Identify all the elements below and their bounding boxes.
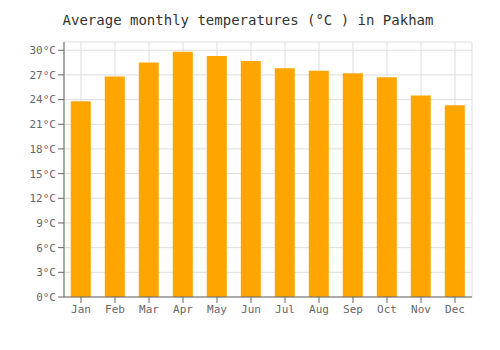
svg-text:21°C: 21°C: [30, 118, 57, 131]
svg-text:Dec: Dec: [445, 303, 465, 316]
svg-text:Jul: Jul: [275, 303, 295, 316]
svg-text:Jan: Jan: [71, 303, 91, 316]
svg-text:Mar: Mar: [139, 303, 159, 316]
svg-text:9°C: 9°C: [36, 217, 56, 230]
svg-text:Aug: Aug: [309, 303, 329, 316]
html-text:Average monthly temperatures (: Average monthly temperatures (°C ) in Pa…: [62, 12, 434, 28]
svg-text:0°C: 0°C: [36, 291, 56, 304]
svg-text:18°C: 18°C: [30, 143, 57, 156]
svg-text:12°C: 12°C: [30, 192, 57, 205]
svg-text:Oct: Oct: [377, 303, 397, 316]
svg-text:Feb: Feb: [105, 303, 125, 316]
svg-text:Apr: Apr: [173, 303, 193, 316]
svg-text:Nov: Nov: [411, 303, 431, 316]
svg-text:6°C: 6°C: [36, 242, 56, 255]
svg-text:30°C: 30°C: [30, 44, 57, 57]
svg-text:May: May: [207, 303, 227, 316]
svg-text:Jun: Jun: [241, 303, 261, 316]
svg-text:3°C: 3°C: [36, 266, 56, 279]
svg-text:27°C: 27°C: [30, 69, 57, 82]
svg-text:15°C: 15°C: [30, 168, 57, 181]
svg-text:24°C: 24°C: [30, 93, 57, 106]
svg-text:Sep: Sep: [343, 303, 363, 316]
